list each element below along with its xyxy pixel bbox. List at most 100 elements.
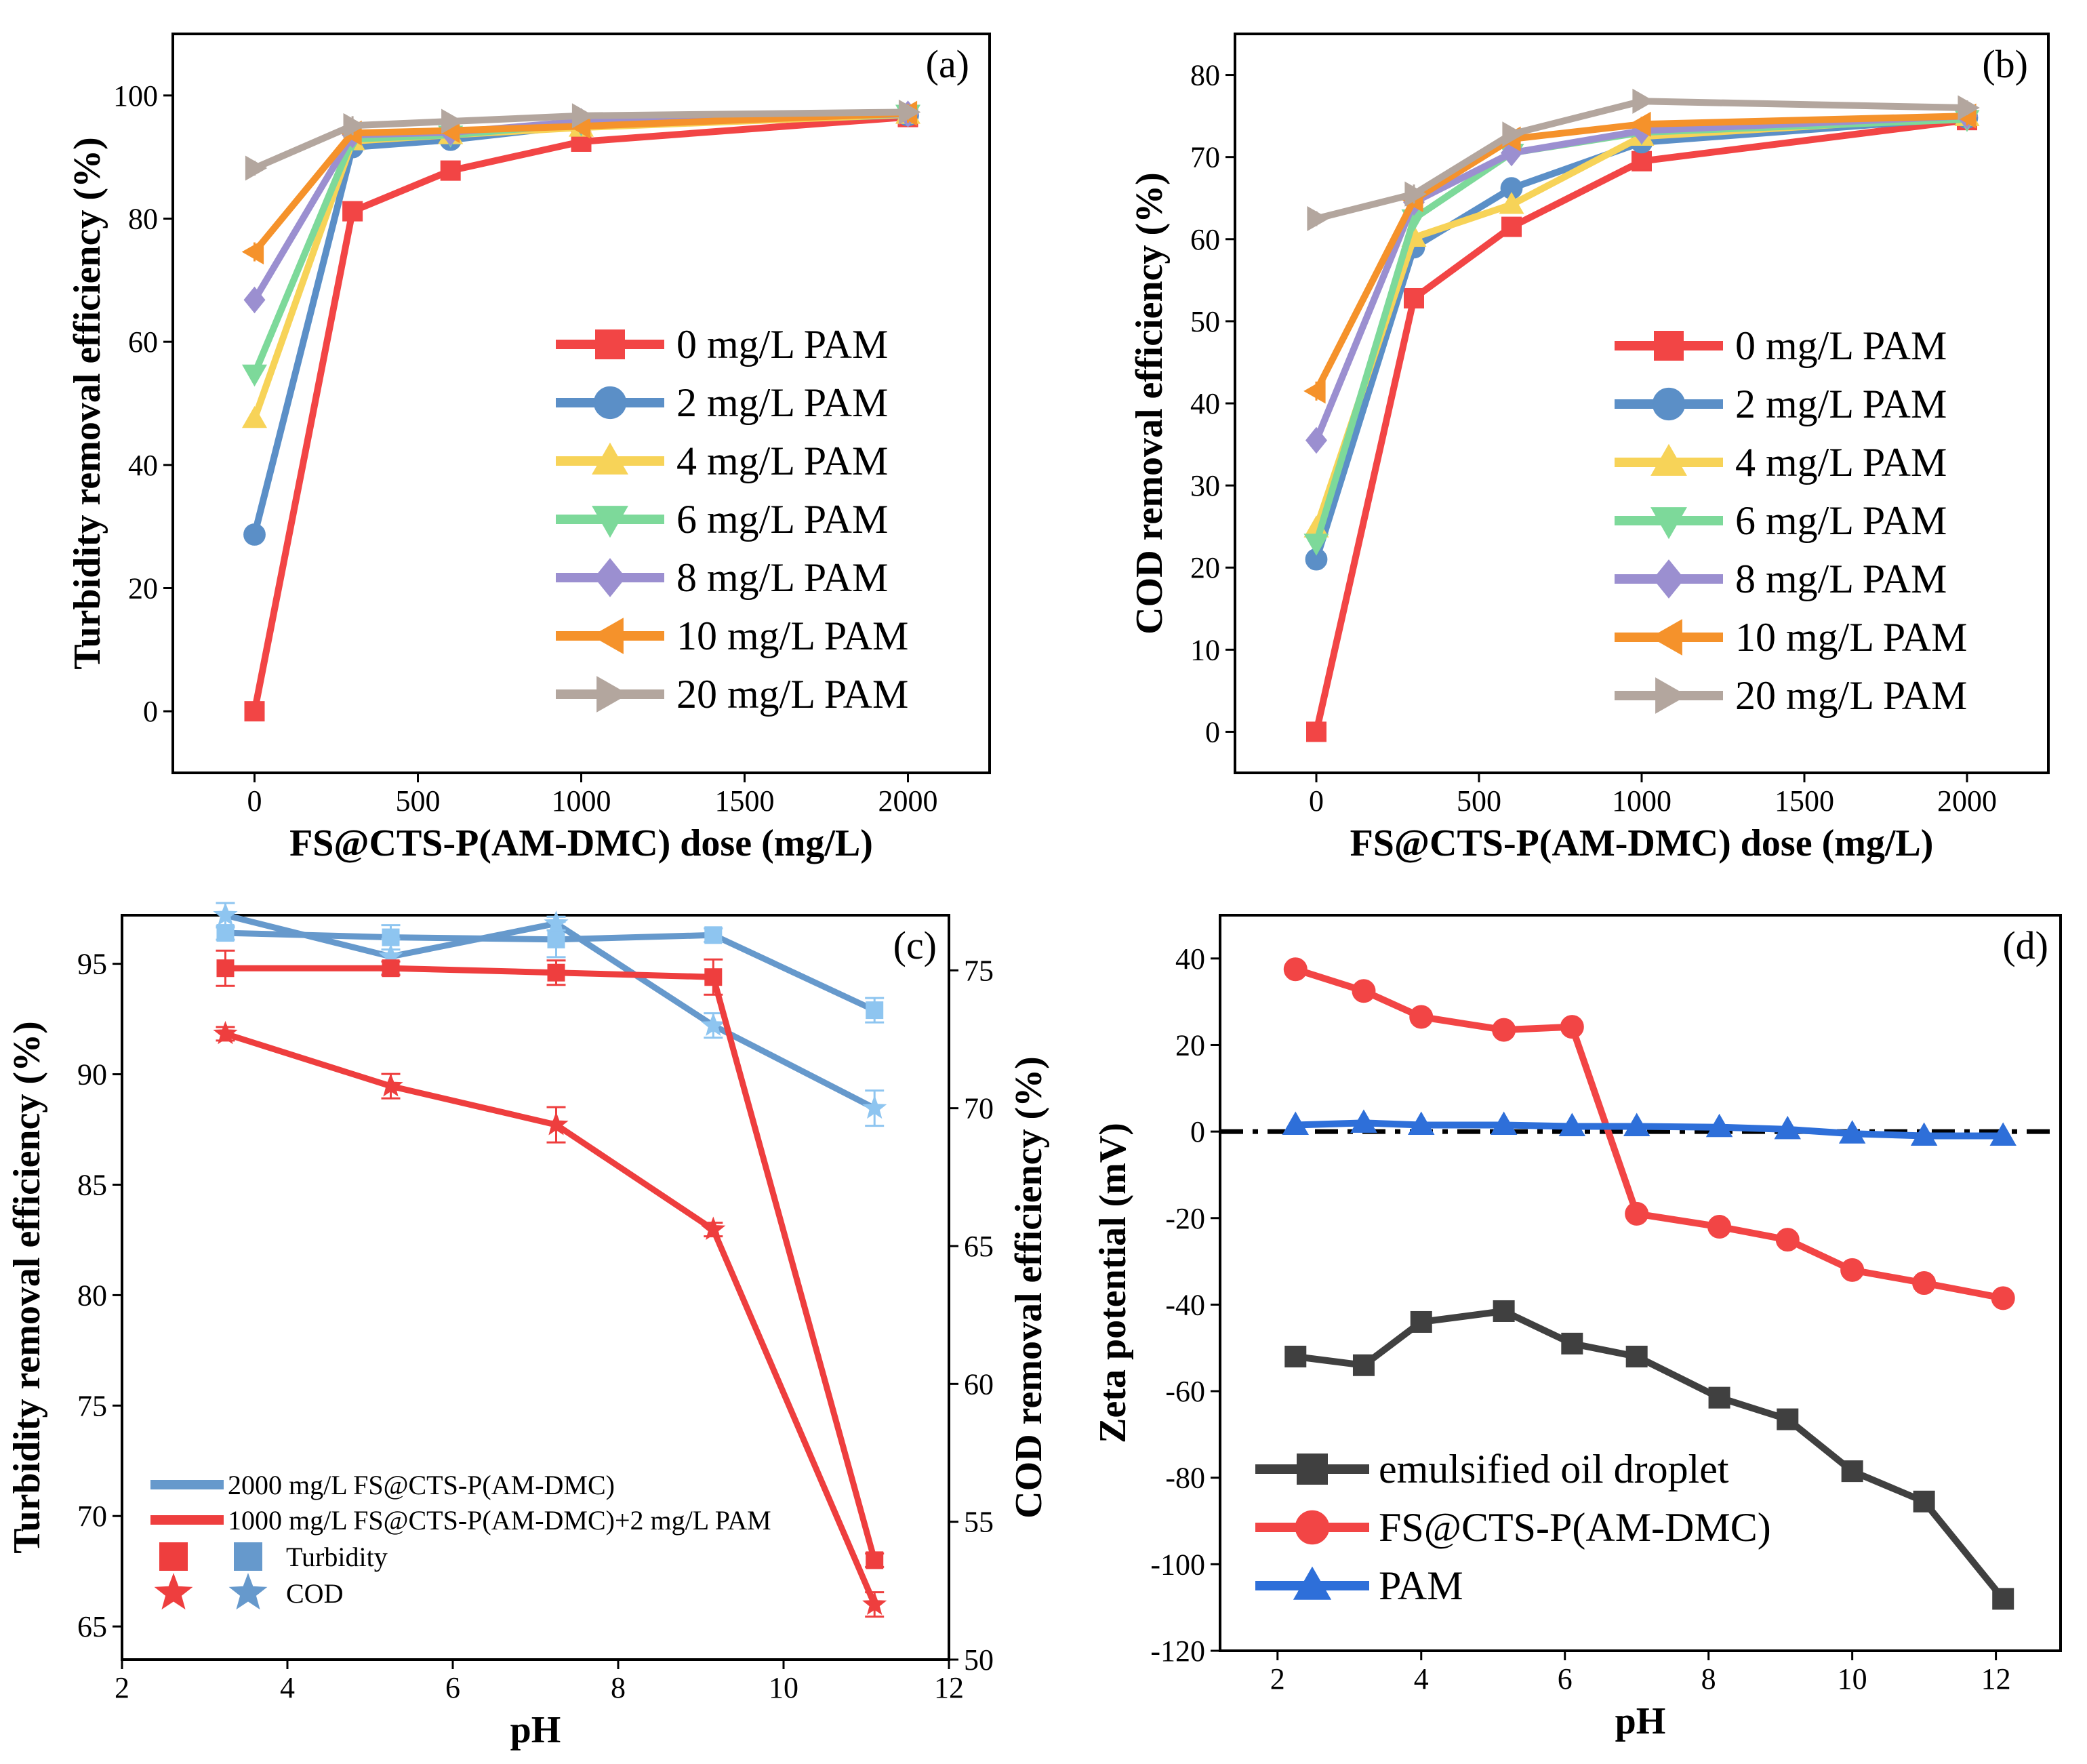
a-xtick-label-1500: 1500 (715, 784, 775, 818)
b-legend-8-mg-l-pam-label: 8 mg/L PAM (1735, 557, 1947, 601)
b-legend-4-mg-l-pam-label: 4 mg/L PAM (1735, 440, 1947, 485)
c-legend-marker-cod-label: COD (286, 1578, 343, 1609)
a-xtick-label-1000: 1000 (552, 784, 611, 818)
a-legend-4-mg-l-pam-label: 4 mg/L PAM (676, 439, 888, 483)
d-ylabel: Zeta potential (mV) (1092, 1123, 1134, 1443)
c-series-1000-mg-l-fs-cts-p-am-dmc-2-mg-l-pam-cod-point-0 (213, 1020, 238, 1045)
b-xtick-label-500: 500 (1457, 784, 1501, 818)
d-series-emulsified-oil-droplet-point-3 (1493, 1300, 1515, 1322)
c-xlabel: pH (510, 1709, 561, 1751)
d-series-fs-cts-p-am-dmc-point-3 (1492, 1018, 1516, 1042)
d-series-emulsified-oil-droplet-point-9 (1913, 1490, 1935, 1512)
d-series-fs-cts-p-am-dmc-point-5 (1625, 1201, 1649, 1226)
a-legend-2-mg-l-pam-label: 2 mg/L PAM (676, 380, 888, 425)
a-legend-20-mg-l-pam-label: 20 mg/L PAM (676, 672, 908, 717)
b-series-20-mg-l-pam-point-0 (1307, 205, 1329, 232)
a-panel-tag: (a) (926, 42, 969, 86)
b-xlabel: FS@CTS-P(AM-DMC) dose (mg/L) (1350, 822, 1934, 864)
b-series-0-mg-l-pam-point-3 (1632, 151, 1652, 172)
a-legend-2-mg-l-pam-marker (593, 386, 627, 420)
d-legend-fs-cts-p-am-dmc-marker (1295, 1510, 1330, 1545)
d-xtick-label-2: 2 (1270, 1662, 1285, 1696)
c-legend-marker-turbidity-label: Turbidity (286, 1542, 388, 1572)
b-series-10-mg-l-pam-point-3 (1629, 111, 1651, 137)
b-ytick-label-10: 10 (1190, 633, 1220, 666)
panel-a: 0 500 1000 1500 2000 0 20 40 60 80 100 FS@CTS-P(AM-… (66, 33, 991, 864)
a-series-0-mg-l-pam-point-2 (440, 160, 461, 181)
d-series-fs-cts-p-am-dmc-point-10 (1991, 1286, 2015, 1310)
d-series-fs-cts-p-am-dmc-point-1 (1352, 979, 1376, 1003)
c-legend-marker-red-cod (154, 1573, 193, 1610)
c-y2label: COD removal efficiency (%) (1008, 1056, 1050, 1519)
c-y2tick-label-55: 55 (964, 1506, 994, 1539)
d-series-pam-point-6 (1705, 1113, 1733, 1138)
c-series-1000-mg-l-fs-cts-p-am-dmc-2-mg-l-pam-turbidity-point-4 (866, 1551, 884, 1569)
b-ylabel: COD removal efficiency (%) (1129, 172, 1171, 635)
d-series-emulsified-oil-droplet-point-0 (1284, 1346, 1307, 1367)
c-series-1000-mg-l-fs-cts-p-am-dmc-2-mg-l-pam-cod-point-2 (544, 1112, 569, 1136)
c-ytick-label-80: 80 (77, 1279, 107, 1312)
a-legend-10-mg-l-pam-marker (591, 618, 624, 654)
a-series-8-mg-l-pam-point-0 (243, 286, 266, 314)
c-y2tick-label-60: 60 (964, 1367, 994, 1401)
b-legend-6-mg-l-pam-label: 6 mg/L PAM (1735, 498, 1947, 543)
c-series-2000-mg-l-fs-cts-p-am-dmc-turbidity-point-2 (547, 930, 565, 948)
d-series-pam-point-10 (1989, 1122, 2017, 1146)
a-series-0-mg-l-pam-point-0 (244, 701, 265, 722)
b-series-20-mg-l-pam-point-1 (1404, 181, 1427, 207)
d-series-emulsified-oil-droplet-point-5 (1625, 1346, 1648, 1367)
d-ytick-label-0: 0 (1190, 1115, 1205, 1148)
a-series-20-mg-l-pam-point-1 (343, 113, 365, 138)
b-legend-2-mg-l-pam-marker (1652, 387, 1686, 421)
d-series-pam-point-9 (1910, 1122, 1938, 1146)
a-xlabel: FS@CTS-P(AM-DMC) dose (mg/L) (289, 822, 873, 864)
d-series-fs-cts-p-am-dmc-point-6 (1707, 1215, 1732, 1239)
d-ytick-label-40: -40 (1165, 1288, 1205, 1321)
d-series-fs-cts-p-am-dmc-point-0 (1283, 957, 1308, 982)
c-legend-marker-blue-turbidity (234, 1542, 262, 1571)
a-ytick-label-0: 0 (143, 695, 158, 728)
b-xtick-label-0: 0 (1309, 784, 1324, 818)
a-legend-10-mg-l-pam-label: 10 mg/L PAM (676, 614, 908, 658)
d-ytick-label-120: -120 (1150, 1635, 1205, 1668)
b-series-8-mg-l-pam-point-0 (1305, 426, 1327, 454)
c-xtick-label-10: 10 (769, 1671, 798, 1704)
a-series-20-mg-l-pam-point-3 (571, 103, 594, 129)
d-series-pam-point-8 (1838, 1120, 1866, 1144)
d-series-pam-point-2 (1408, 1111, 1435, 1136)
d-series-fs-cts-p-am-dmc-point-8 (1840, 1258, 1865, 1282)
d-series-emulsified-oil-droplet-point-6 (1708, 1386, 1730, 1409)
c-series-1000-mg-l-fs-cts-p-am-dmc-2-mg-l-pam-cod-point-1 (378, 1073, 403, 1097)
a-legend-0-mg-l-pam-label: 0 mg/L PAM (676, 322, 888, 367)
c-y2tick-label-65: 65 (964, 1230, 994, 1263)
a-series-4-mg-l-pam-point-0 (241, 405, 268, 428)
c-y2tick-label-70: 70 (964, 1092, 994, 1125)
c-series-2000-mg-l-fs-cts-p-am-dmc-cod-point-3 (701, 1012, 726, 1037)
d-series-pam-point-3 (1490, 1111, 1518, 1136)
c-series-1000-mg-l-fs-cts-p-am-dmc-2-mg-l-pam-cod-point-4 (862, 1591, 887, 1616)
b-series-10-mg-l-pam-point-0 (1303, 378, 1326, 404)
a-series-2-mg-l-pam-point-0 (243, 523, 266, 546)
c-series-1000-mg-l-fs-cts-p-am-dmc-2-mg-l-pam-cod-point-3 (701, 1216, 726, 1241)
d-series-emulsified-oil-droplet-point-1 (1352, 1354, 1375, 1376)
d-xtick-label-4: 4 (1414, 1662, 1429, 1696)
c-xtick-label-6: 6 (445, 1671, 460, 1704)
a-series-20-mg-l-pam-point-2 (441, 108, 464, 134)
a-xtick-label-500: 500 (396, 784, 441, 818)
a-legend-4-mg-l-pam-marker (592, 442, 628, 475)
a-ytick-label-20: 20 (128, 572, 158, 605)
c-legend-marker-blue-cod (228, 1573, 268, 1610)
b-xtick-label-1500: 1500 (1775, 784, 1834, 818)
a-series-6-mg-l-pam-point-0 (241, 364, 268, 387)
c-series-2000-mg-l-fs-cts-p-am-dmc-cod-point-2 (544, 910, 569, 934)
c-xtick-label-2: 2 (115, 1671, 129, 1704)
c-legend-marker-red-turbidity (159, 1542, 188, 1571)
d-series-emulsified-oil-droplet-point-4 (1561, 1332, 1583, 1355)
panel-b: 0 500 1000 1500 2000 0 10 20 30 40 50 60 70 80 FS@CTS-… (1129, 33, 2050, 864)
d-ytick-label-80: -80 (1165, 1462, 1205, 1495)
c-ytick-label-70: 70 (77, 1500, 107, 1533)
b-series-20-mg-l-pam-point-4 (1958, 95, 1980, 121)
b-ytick-label-70: 70 (1190, 141, 1220, 174)
c-axes-frame (121, 914, 950, 1661)
b-ytick-label-20: 20 (1190, 551, 1220, 584)
